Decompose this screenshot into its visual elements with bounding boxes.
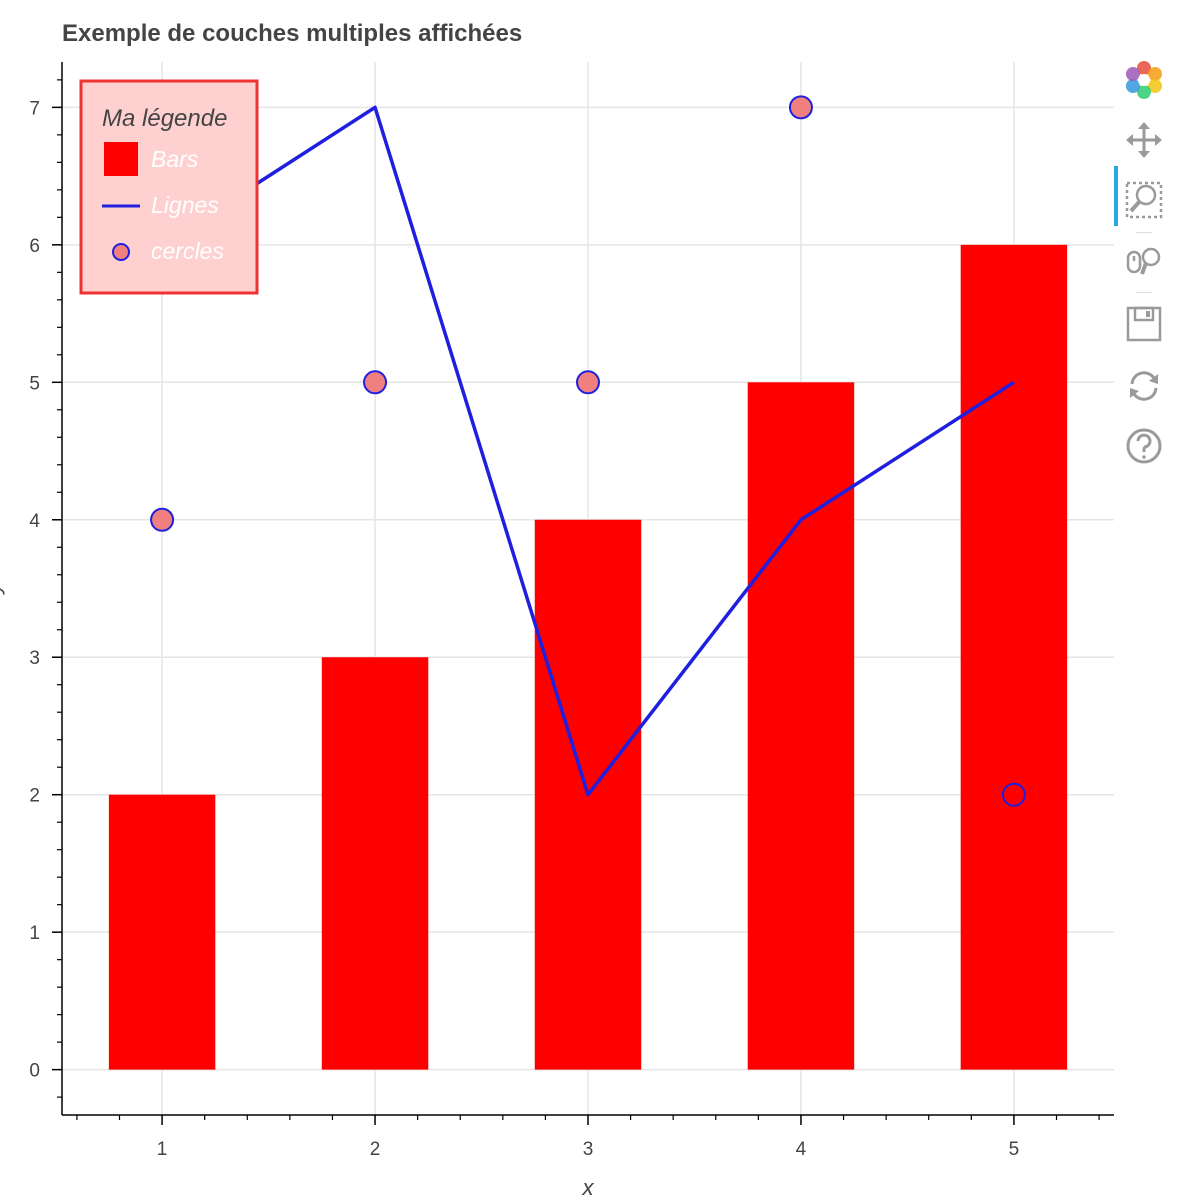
y-tick-label: 1 — [29, 923, 40, 944]
x-tick-label: 5 — [1009, 1139, 1020, 1160]
scatter-point — [1001, 782, 1026, 807]
legend-swatch-circle — [112, 243, 130, 261]
bar — [747, 382, 855, 1070]
bar — [321, 657, 429, 1070]
legend-box — [79, 79, 259, 295]
box-zoom-icon[interactable] — [1124, 180, 1164, 220]
wheel-zoom-icon[interactable] — [1124, 242, 1164, 282]
x-tick-label: 2 — [370, 1139, 381, 1160]
x-tick-label: 3 — [583, 1139, 594, 1160]
toolbar-separator — [1136, 232, 1152, 233]
bokeh-logo-icon[interactable] — [1124, 60, 1164, 100]
legend-entry-bars: Bars — [151, 146, 199, 172]
x-axis-label: x — [582, 1175, 595, 1200]
x-tick-label: 1 — [157, 1139, 168, 1160]
bars-series — [108, 244, 1068, 1070]
legend-entry-line: Lignes — [151, 192, 219, 218]
line-series — [161, 105, 1015, 797]
scatter-series — [150, 95, 1026, 807]
save-icon[interactable] — [1124, 304, 1164, 344]
help-icon[interactable] — [1124, 426, 1164, 466]
x-tick-label: 4 — [796, 1139, 807, 1160]
bar — [960, 244, 1068, 1070]
series-line — [161, 105, 1015, 797]
y-tick-label: 2 — [29, 786, 40, 807]
legend-swatch-bars — [104, 142, 138, 176]
y-tick-label: 6 — [29, 236, 40, 257]
axes: 0 1 2 3 4 5 6 7 1 2 3 4 5 — [29, 62, 1114, 1160]
reset-icon[interactable] — [1124, 366, 1164, 406]
scatter-point — [150, 507, 175, 532]
pan-icon[interactable] — [1124, 120, 1164, 160]
legend: Ma légende Bars Lignes cercles — [79, 79, 259, 295]
y-tick-label: 3 — [29, 648, 40, 669]
bar — [108, 794, 216, 1070]
scatter-point — [363, 370, 388, 395]
chart-title: Exemple de couches multiples affichées — [62, 20, 523, 47]
legend-entry-circles: cercles — [151, 238, 224, 264]
scatter-point — [576, 370, 600, 395]
y-tick-label: 4 — [29, 511, 40, 532]
y-tick-label: 5 — [29, 373, 40, 394]
y-tick-label: 0 — [29, 1061, 40, 1082]
y-axis-label: y — [0, 581, 5, 596]
active-tool-indicator — [1114, 166, 1118, 226]
y-tick-label: 7 — [29, 98, 40, 119]
toolbar-separator — [1136, 292, 1152, 293]
legend-title: Ma légende — [102, 105, 227, 132]
scatter-point — [788, 95, 813, 120]
